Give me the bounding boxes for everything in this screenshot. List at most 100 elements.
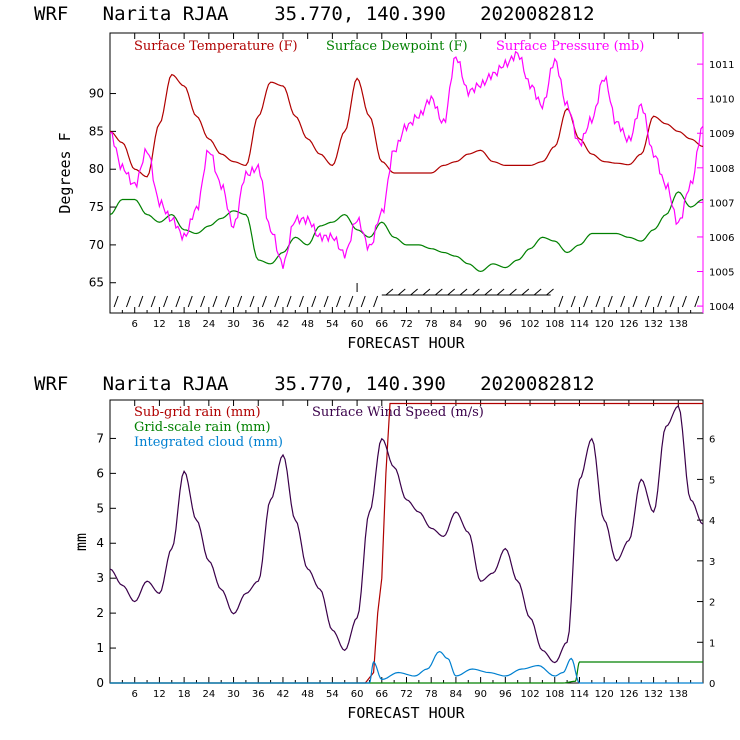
wind-barb	[694, 295, 700, 308]
x-tick-label: 24	[202, 319, 215, 330]
y2-tick-label: 1011	[709, 60, 734, 71]
y2-tick-label: 5	[709, 475, 715, 486]
y-tick-label: 3	[96, 571, 104, 585]
y-tick-label: 80	[89, 162, 104, 176]
x-tick-label: 66	[375, 689, 388, 700]
bottom-x-axis-label: FORECAST HOUR	[347, 704, 465, 722]
y-tick-label: 6	[96, 466, 104, 480]
x-tick-label: 18	[178, 319, 191, 330]
x-tick-label: 12	[153, 319, 166, 330]
x-tick-label: 78	[425, 319, 438, 330]
x-tick-label: 48	[301, 689, 314, 700]
x-tick-label: 96	[499, 319, 512, 330]
wind-barb	[583, 295, 589, 308]
y-tick-label: 1	[96, 641, 104, 655]
x-tick-label: 102	[520, 689, 539, 700]
wind-barb	[163, 295, 169, 308]
wind-barb	[311, 295, 317, 308]
wind-barb	[484, 288, 493, 296]
y2-tick-label: 1005	[709, 268, 734, 279]
bottom-chart-title: WRF Narita RJAA 35.770, 140.390 20200828…	[34, 373, 595, 395]
wind-barb	[237, 295, 243, 308]
y2-tick-label: 1008	[709, 164, 734, 175]
wind-barb	[397, 288, 406, 296]
wind-barb	[459, 288, 468, 296]
x-tick-label: 120	[595, 689, 614, 700]
top-x-axis-label: FORECAST HOUR	[347, 334, 465, 352]
y2-tick-label: 1010	[709, 95, 734, 106]
x-tick-label: 126	[619, 689, 638, 700]
top-chart-title: WRF Narita RJAA 35.770, 140.390 20200828…	[34, 3, 595, 25]
wind-barb	[224, 295, 230, 308]
wind-barb	[323, 295, 329, 308]
wind-barb	[447, 288, 456, 296]
bottom-y-ticks: 0 1 2 3 4 5 6 7	[96, 431, 116, 690]
legend-surface-pressure: Surface Pressure (mb)	[496, 39, 644, 54]
y-tick-label: 4	[96, 536, 104, 550]
x-tick-label: 84	[450, 689, 463, 700]
wind-barb	[472, 288, 480, 296]
y2-tick-label: 1004	[709, 302, 734, 313]
top-y-axis-label: Degrees F	[56, 132, 74, 213]
top-legend: Surface Temperature (F) Surface Dewpoint…	[134, 39, 644, 54]
wind-barb	[187, 295, 193, 308]
top-y-ticks: 65 70 75 80 85 90	[89, 87, 116, 290]
wind-barb	[175, 295, 181, 308]
wind-barb	[435, 288, 443, 296]
x-tick-label: 42	[277, 689, 290, 700]
y-tick-label: 5	[96, 501, 104, 515]
x-tick-label: 78	[425, 689, 438, 700]
series-line-3	[109, 405, 704, 664]
series-line-1	[109, 191, 704, 273]
x-tick-label: 138	[669, 319, 688, 330]
top-y2-ticks: 1004 1005 1006 1007 1008 1009 1010 1011	[697, 60, 734, 313]
legend-integrated-cloud: Integrated cloud (mm)	[134, 435, 283, 450]
wind-barb	[360, 295, 366, 308]
y2-tick-label: 0	[709, 679, 715, 690]
wind-barb	[348, 295, 354, 308]
wind-barb	[509, 288, 517, 296]
series-line-0	[110, 402, 703, 684]
x-tick-label: 48	[301, 319, 314, 330]
legend-surface-wind-speed: Surface Wind Speed (m/s)	[312, 405, 484, 420]
wind-barb	[336, 295, 341, 308]
x-tick-label: 114	[570, 689, 589, 700]
wind-barb	[249, 295, 255, 308]
x-tick-label: 120	[595, 319, 614, 330]
x-tick-label: 132	[644, 319, 663, 330]
wind-barb	[681, 295, 687, 308]
x-tick-label: 36	[252, 319, 265, 330]
x-tick-label: 36	[252, 689, 265, 700]
y-tick-label: 90	[89, 87, 104, 101]
y2-tick-label: 2	[709, 598, 715, 609]
wind-barb	[533, 288, 542, 296]
x-tick-label: 30	[227, 319, 240, 330]
x-tick-label: 90	[474, 319, 487, 330]
y2-tick-label: 4	[709, 516, 715, 527]
top-series	[109, 50, 704, 273]
wind-barb	[385, 288, 394, 296]
wind-barb	[286, 295, 292, 308]
y2-tick-label: 6	[709, 435, 715, 446]
x-tick-label: 6	[132, 689, 138, 700]
y-tick-label: 85	[89, 124, 104, 138]
x-tick-label: 66	[375, 319, 388, 330]
series-line-2	[110, 650, 703, 684]
y-tick-label: 75	[89, 200, 104, 214]
x-tick-label: 132	[644, 689, 663, 700]
x-tick-label: 96	[499, 689, 512, 700]
series-line-0	[109, 73, 704, 178]
y-tick-label: 65	[89, 276, 104, 290]
series-line-1	[110, 661, 703, 684]
wind-barb	[570, 295, 576, 308]
wind-barb	[274, 295, 280, 308]
wind-barb	[496, 288, 505, 296]
wind-barb	[607, 295, 613, 308]
wind-barb	[521, 288, 530, 296]
x-tick-label: 84	[450, 319, 463, 330]
x-tick-label: 114	[570, 319, 589, 330]
bottom-series	[109, 402, 704, 684]
wind-barb	[595, 295, 601, 308]
